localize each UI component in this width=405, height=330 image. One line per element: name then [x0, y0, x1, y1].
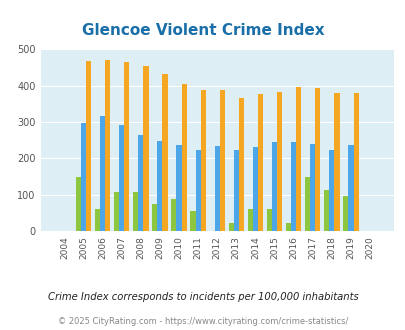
Bar [315, 88, 320, 231]
Bar [353, 93, 358, 231]
Bar [81, 123, 86, 231]
Bar [100, 115, 105, 231]
Bar [285, 223, 290, 231]
Bar [105, 60, 110, 231]
Bar [76, 177, 81, 231]
Bar [219, 90, 224, 231]
Bar [200, 90, 205, 231]
Text: © 2025 CityRating.com - https://www.cityrating.com/crime-statistics/: © 2025 CityRating.com - https://www.city… [58, 317, 347, 326]
Bar [257, 94, 262, 231]
Bar [266, 209, 271, 231]
Bar [290, 143, 296, 231]
Bar [95, 209, 100, 231]
Bar [195, 150, 200, 231]
Bar [176, 145, 181, 231]
Text: Crime Index corresponds to incidents per 100,000 inhabitants: Crime Index corresponds to incidents per… [47, 292, 358, 302]
Bar [228, 223, 233, 231]
Bar [309, 144, 315, 231]
Bar [171, 199, 176, 231]
Bar [233, 150, 238, 231]
Bar [304, 177, 309, 231]
Bar [271, 143, 277, 231]
Bar [296, 86, 301, 231]
Bar [334, 93, 339, 231]
Bar [143, 66, 148, 231]
Bar [277, 92, 281, 231]
Text: Glencoe Violent Crime Index: Glencoe Violent Crime Index [81, 23, 324, 38]
Bar [247, 209, 252, 231]
Bar [86, 61, 91, 231]
Bar [190, 211, 195, 231]
Bar [342, 196, 347, 231]
Bar [347, 145, 353, 231]
Bar [152, 204, 157, 231]
Bar [138, 135, 143, 231]
Bar [323, 190, 328, 231]
Bar [133, 192, 138, 231]
Bar [238, 98, 243, 231]
Bar [114, 192, 119, 231]
Bar [252, 147, 257, 231]
Bar [124, 62, 129, 231]
Bar [162, 74, 167, 231]
Bar [328, 150, 334, 231]
Bar [119, 125, 124, 231]
Bar [181, 84, 186, 231]
Bar [157, 141, 162, 231]
Bar [214, 146, 219, 231]
